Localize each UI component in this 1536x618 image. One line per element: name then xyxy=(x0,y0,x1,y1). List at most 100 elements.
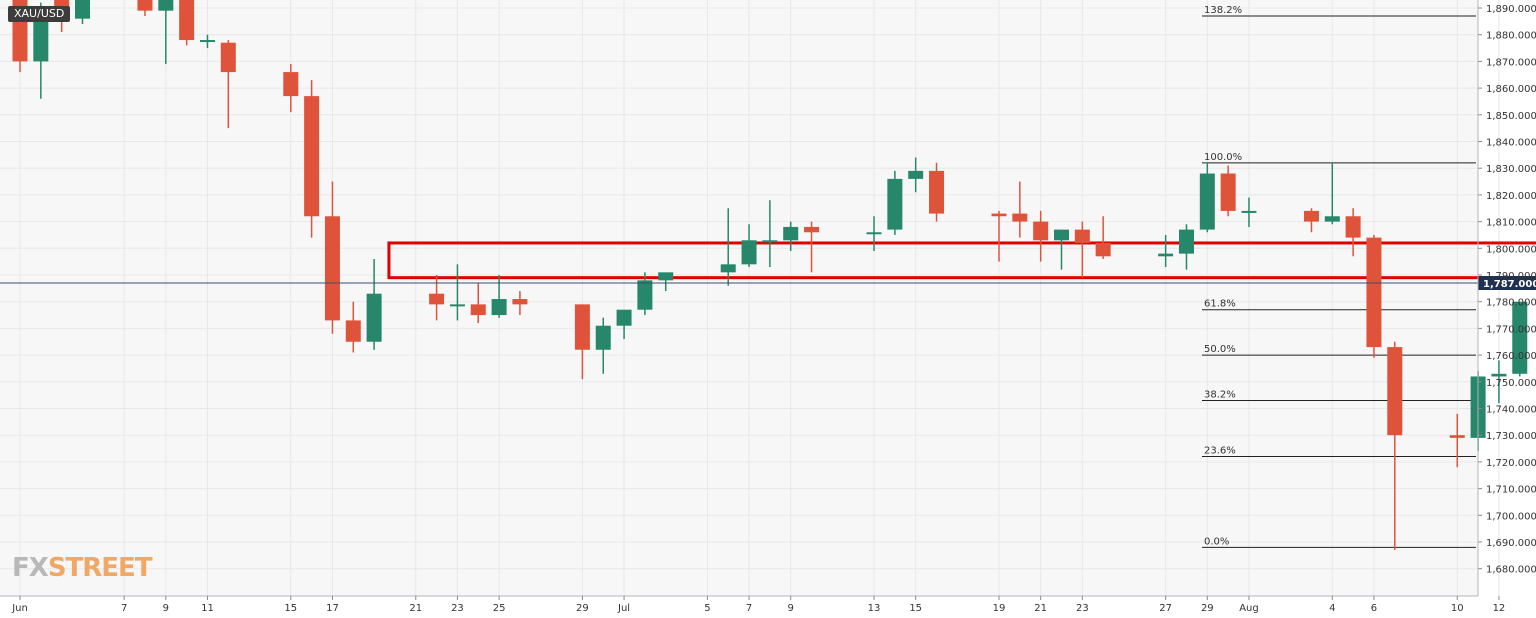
candle-body xyxy=(470,304,486,316)
candle-body xyxy=(491,299,507,316)
candle-body xyxy=(1199,173,1215,230)
candle-body xyxy=(1074,229,1090,243)
candle-jun-7 xyxy=(137,0,153,17)
x-tick-label: Jun xyxy=(11,603,28,614)
candle-body xyxy=(616,309,632,326)
candle-body xyxy=(1158,253,1174,257)
candle-body xyxy=(866,232,882,235)
y-tick-label: 1,850.0000 xyxy=(1486,111,1536,122)
candle-jul-16 xyxy=(991,210,1007,262)
candle-body xyxy=(1178,229,1194,254)
candle-body xyxy=(1241,210,1257,213)
candle-aug-6 xyxy=(1387,341,1403,551)
candle-body xyxy=(991,213,1007,217)
x-tick-label: 13 xyxy=(868,603,881,614)
candle-aug-9 xyxy=(1449,413,1465,468)
y-tick-label: 1,720.0000 xyxy=(1486,458,1536,469)
candle-body xyxy=(74,0,90,19)
y-tick-label: 1,690.0000 xyxy=(1486,538,1536,549)
candle-body xyxy=(1012,213,1028,222)
candle-jul-12 xyxy=(866,216,882,251)
candle-body xyxy=(887,178,903,230)
candle-body xyxy=(1054,229,1069,241)
symbol-badge: XAU/USD xyxy=(8,6,71,22)
candle-body xyxy=(1033,221,1049,241)
candle-jul-27 xyxy=(1178,224,1194,270)
candle-body xyxy=(220,42,236,73)
candle-body xyxy=(1095,242,1111,257)
x-tick-label: 9 xyxy=(788,603,794,614)
y-tick-label: 1,840.0000 xyxy=(1486,138,1536,149)
candle-jul-20 xyxy=(1033,210,1049,262)
x-axis: Jun 7 9 11 15 17 21 23 25 29 Jul 5 7 9 13 15 19 21 23 27 29 A… xyxy=(0,595,1506,614)
candle-body xyxy=(1324,216,1340,222)
y-tick-label: 1,770.0000 xyxy=(1486,324,1536,335)
fibonacci-levels: 138.2% 100.0% 61.8% 50.0% 38.2% 23.6% 0.0% xyxy=(1202,5,1476,548)
candle-body xyxy=(762,240,778,243)
x-tick-label: 29 xyxy=(576,603,589,614)
candle-body xyxy=(137,0,153,11)
current-price-label: 1,787.0000 xyxy=(1483,279,1536,290)
x-tick-label: 23 xyxy=(1076,603,1089,614)
candle-jul-21 xyxy=(1054,229,1069,270)
candle-body xyxy=(1491,373,1507,377)
fxstreet-watermark: FXSTREET xyxy=(12,553,154,583)
candle-jun-17 xyxy=(345,301,361,353)
fib-level-label: 23.6% xyxy=(1204,446,1236,457)
y-tick-label: 1,800.0000 xyxy=(1486,244,1536,255)
candle-body xyxy=(512,299,528,305)
candle-aug-5 xyxy=(1366,234,1382,358)
candle-jun-29 xyxy=(595,317,611,374)
y-tick-label: 1,780.0000 xyxy=(1486,298,1536,309)
candle-jun-28 xyxy=(574,304,590,380)
candle-body xyxy=(783,226,799,241)
candle-body xyxy=(179,0,195,41)
candle-jul-29 xyxy=(1220,165,1236,217)
resistance-zone-layer xyxy=(387,241,1536,280)
candle-jul-19 xyxy=(1012,181,1028,238)
candle-jun-8 xyxy=(158,0,174,65)
y-tick-label: 1,680.0000 xyxy=(1486,565,1536,576)
y-tick-label: 1,820.0000 xyxy=(1486,191,1536,202)
x-tick-label: 17 xyxy=(326,603,339,614)
x-tick-label: 21 xyxy=(1034,603,1047,614)
x-tick-label: 10 xyxy=(1451,603,1464,614)
candle-jul-26 xyxy=(1158,234,1174,267)
logo-street: STREET xyxy=(48,553,153,583)
y-tick-label: 1,740.0000 xyxy=(1486,405,1536,416)
candle-jul-28 xyxy=(1199,162,1215,233)
y-tick-label: 1,700.0000 xyxy=(1486,511,1536,522)
candle-jun-9 xyxy=(179,0,195,46)
candle-jun-11 xyxy=(220,40,236,129)
candle-jun-15 xyxy=(304,80,320,238)
candle-body xyxy=(1449,435,1465,438)
x-tick-label: 12 xyxy=(1493,603,1506,614)
y-tick-label: 1,760.0000 xyxy=(1486,351,1536,362)
candle-body xyxy=(908,170,924,179)
candle-body xyxy=(283,72,299,97)
candle-jun-14 xyxy=(283,64,299,113)
y-tick-label: 1,790.0000 xyxy=(1486,271,1536,282)
candle-jun-4 xyxy=(74,0,90,25)
x-tick-label: 29 xyxy=(1201,603,1214,614)
candle-body xyxy=(324,216,340,321)
candle-body xyxy=(304,96,320,217)
resistance-zone-box xyxy=(387,241,1536,280)
candle-jul-22 xyxy=(1074,221,1090,278)
candle-body xyxy=(1387,347,1403,436)
candle-body xyxy=(158,0,174,11)
candle-body xyxy=(199,40,215,43)
candle-jul-5 xyxy=(720,208,736,286)
candle-body xyxy=(429,293,445,305)
x-tick-label: 7 xyxy=(746,603,752,614)
x-tick-label: Aug xyxy=(1239,603,1259,614)
x-tick-label: 5 xyxy=(704,603,710,614)
candle-jul-7 xyxy=(762,200,778,267)
x-tick-label: 15 xyxy=(909,603,922,614)
candle-body xyxy=(1220,173,1236,211)
y-tick-label: 1,810.0000 xyxy=(1486,218,1536,229)
y-tick-label: 1,710.0000 xyxy=(1486,485,1536,496)
candle-body xyxy=(658,272,674,281)
